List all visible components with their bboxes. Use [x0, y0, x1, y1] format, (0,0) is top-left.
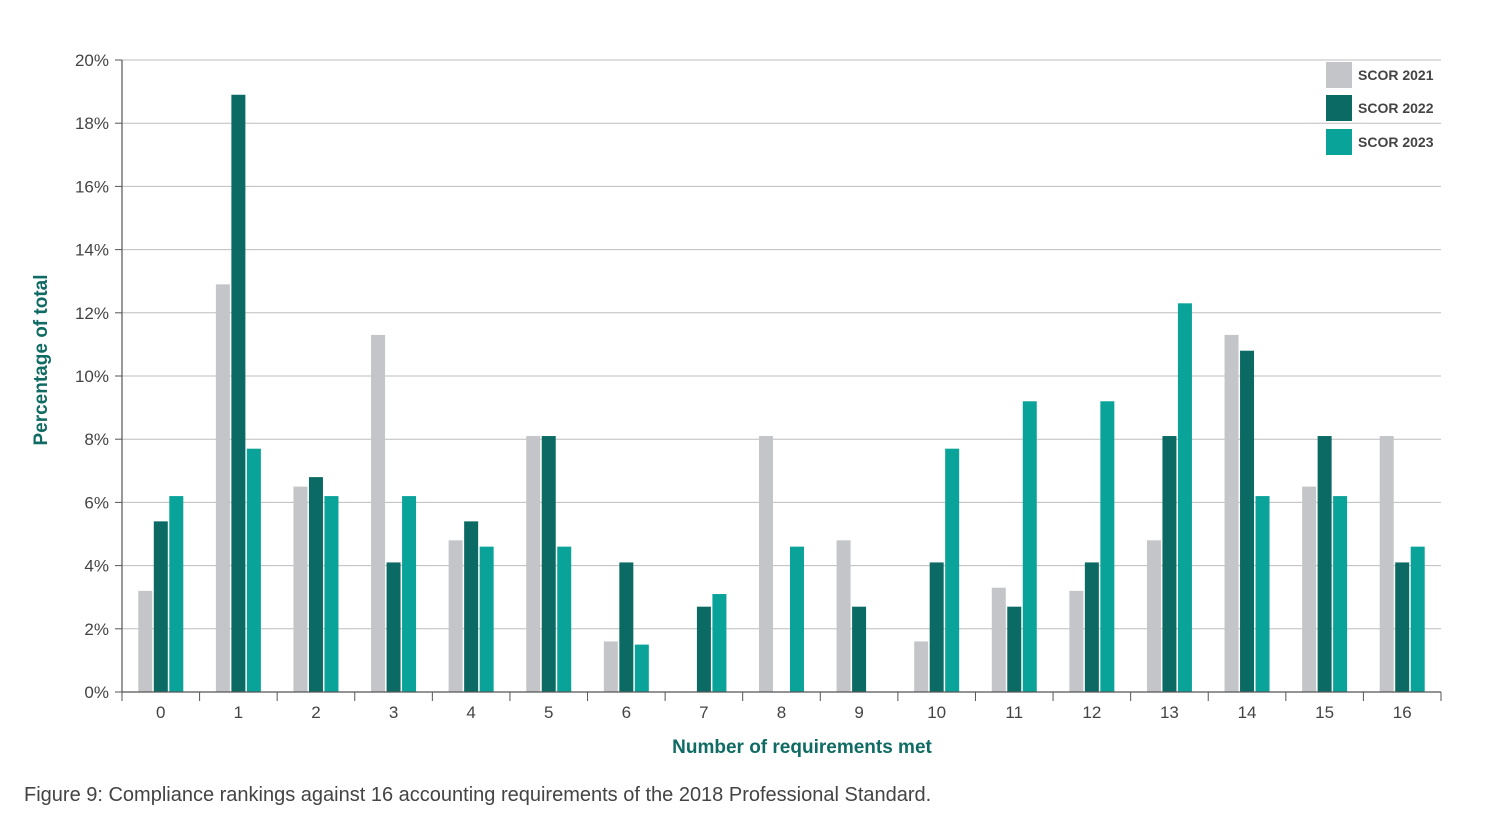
y-tick-label: 10% — [75, 367, 109, 386]
bar-scor-2023-13 — [1177, 303, 1192, 692]
y-tick-label: 14% — [75, 241, 109, 260]
bar-chart: 0%2%4%6%8%10%12%14%16%18%20%0 1 2 3 4 5 6 7 8 9 10… — [31, 51, 1442, 758]
y-tick-label: 12% — [75, 304, 109, 323]
bar-scor-2022-1 — [231, 94, 246, 692]
x-tick-label: 8 — [777, 703, 786, 722]
bar-scor-2022-4 — [464, 521, 479, 692]
x-tick-label: 4 — [466, 703, 475, 722]
figure-caption: Figure 9: Compliance rankings against 16… — [24, 784, 932, 806]
bar-scor-2021-9 — [836, 540, 851, 692]
bar-scor-2023-3 — [402, 496, 417, 692]
bar-scor-2021-13 — [1146, 540, 1161, 692]
y-tick-label: 8% — [84, 430, 109, 449]
x-tick-label: 6 — [622, 703, 631, 722]
bar-scor-2022-10 — [929, 562, 944, 692]
x-tick-label: 5 — [544, 703, 553, 722]
bar-scor-2023-15 — [1333, 496, 1348, 692]
legend-swatch — [1326, 62, 1352, 88]
x-tick-label: 16 — [1393, 703, 1412, 722]
bar-scor-2022-7 — [696, 606, 711, 692]
bar-scor-2022-6 — [619, 562, 634, 692]
bar-scor-2023-8 — [790, 546, 804, 692]
y-tick-label: 20% — [75, 51, 109, 70]
bar-scor-2021-16 — [1379, 436, 1394, 692]
x-tick-label: 10 — [927, 703, 946, 722]
x-tick-label: 0 — [156, 703, 165, 722]
bar-scor-2023-11 — [1022, 401, 1037, 692]
bar-scor-2022-0 — [153, 521, 168, 692]
bar-scor-2021-5 — [526, 436, 541, 692]
bar-scor-2022-11 — [1007, 606, 1022, 692]
x-tick-label: 2 — [311, 703, 320, 722]
y-tick-label: 4% — [84, 557, 109, 576]
bar-scor-2023-14 — [1255, 496, 1270, 692]
y-tick-label: 2% — [84, 620, 109, 639]
x-tick-label: 12 — [1082, 703, 1101, 722]
bar-scor-2023-0 — [169, 496, 184, 692]
bar-scor-2022-13 — [1162, 436, 1177, 692]
bar-scor-2021-12 — [1069, 590, 1084, 692]
bar-scor-2023-1 — [246, 448, 261, 692]
bar-scor-2022-3 — [386, 562, 401, 692]
bar-scor-2022-15 — [1317, 436, 1332, 692]
grid-lines — [122, 59, 1441, 630]
bar-scor-2023-10 — [945, 448, 960, 692]
x-tick-label: 15 — [1315, 703, 1334, 722]
x-tick-label: 7 — [699, 703, 708, 722]
x-axis-title: Number of requirements met — [672, 737, 932, 758]
bar-scor-2022-2 — [308, 477, 323, 692]
bar-scor-2022-12 — [1084, 562, 1099, 692]
bar-scor-2021-11 — [991, 587, 1006, 692]
legend-swatch — [1326, 95, 1352, 121]
y-tick-label: 6% — [84, 493, 109, 512]
bar-scor-2023-12 — [1100, 401, 1115, 692]
bar-scor-2023-7 — [712, 594, 727, 692]
bar-scor-2021-1 — [215, 284, 230, 692]
bar-scor-2023-2 — [324, 496, 339, 692]
x-tick-label: 11 — [1005, 703, 1023, 722]
bar-scor-2022-9 — [852, 606, 867, 692]
legend-label: SCOR 2021 — [1358, 67, 1434, 83]
bar-scor-2021-0 — [138, 590, 153, 692]
bar-scor-2022-16 — [1395, 562, 1410, 692]
y-tick-label: 16% — [75, 177, 109, 196]
bar-scor-2023-4 — [479, 546, 494, 692]
bar-scor-2021-2 — [293, 486, 308, 692]
bar-scor-2022-14 — [1240, 350, 1255, 692]
legend-label: SCOR 2022 — [1358, 100, 1434, 116]
bar-scor-2021-15 — [1302, 486, 1317, 692]
bar-scor-2021-6 — [603, 641, 618, 692]
y-tick-label: 0% — [84, 683, 109, 702]
bar-scor-2021-8 — [759, 436, 773, 692]
bar-scor-2021-10 — [914, 641, 929, 692]
legend-swatch — [1326, 129, 1352, 155]
legend-label: SCOR 2023 — [1358, 134, 1434, 150]
bars — [138, 94, 1425, 692]
bar-scor-2023-5 — [557, 546, 572, 692]
bar-scor-2023-16 — [1410, 546, 1425, 692]
y-tick-label: 18% — [75, 114, 109, 133]
x-tick-label: 3 — [389, 703, 398, 722]
legend: SCOR 2021 SCOR 2022 SCOR 2023 — [1326, 62, 1434, 155]
bar-scor-2022-5 — [541, 436, 556, 692]
y-axis-title: Percentage of total — [31, 274, 52, 445]
bar-scor-2021-3 — [371, 334, 386, 692]
x-tick-label: 1 — [234, 703, 243, 722]
x-tick-label: 13 — [1160, 703, 1179, 722]
bar-scor-2021-14 — [1224, 334, 1239, 692]
x-tick-label: 14 — [1238, 703, 1257, 722]
bar-scor-2021-4 — [448, 540, 463, 692]
x-tick-label: 9 — [854, 703, 863, 722]
bar-scor-2023-6 — [634, 644, 649, 692]
axes: 0%2%4%6%8%10%12%14%16%18%20%0 1 2 3 4 5 6 7 8 9 10… — [75, 51, 1442, 722]
